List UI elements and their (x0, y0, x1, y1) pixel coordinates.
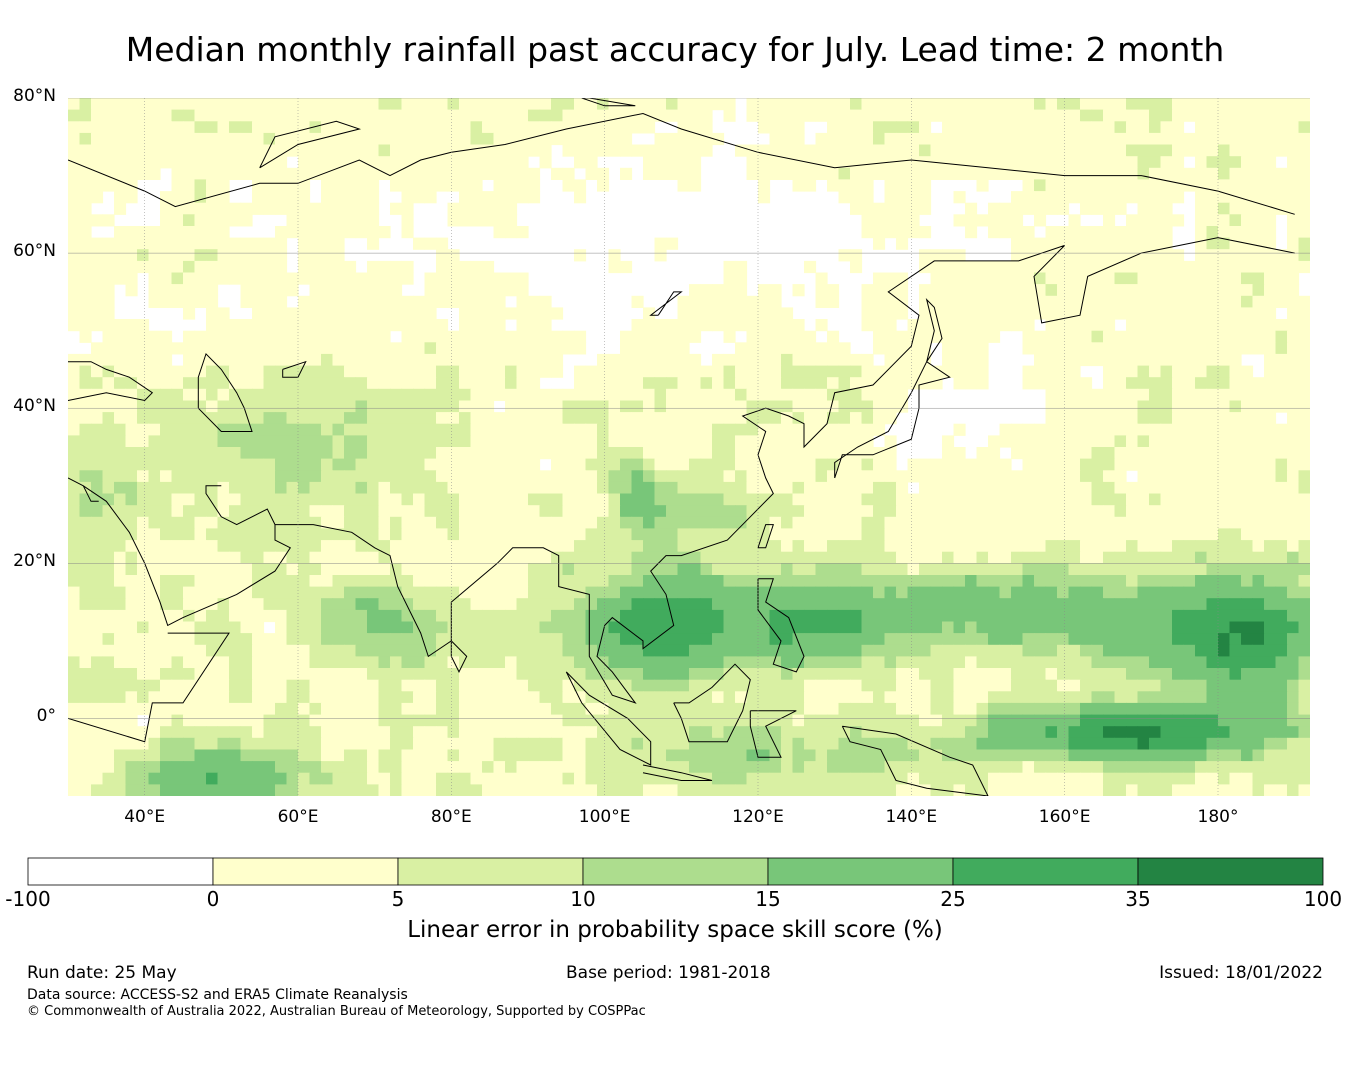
colorbar-segment (212, 857, 399, 886)
coastline-segment (749, 710, 797, 758)
colorbar-segment (27, 857, 214, 886)
coastline-segment (834, 360, 951, 479)
coastline-segment (259, 120, 362, 169)
coastline-segment (581, 98, 636, 107)
colorbar-segment (767, 857, 954, 886)
map-title: Median monthly rainfall past accuracy fo… (125, 30, 1225, 69)
coastline-segment (68, 361, 154, 402)
colorbar-tick-label: -100 (5, 887, 51, 911)
longitude-label: 40°E (124, 807, 166, 827)
latitude-label: 60°N (13, 241, 56, 262)
colorbar-tick-label: 5 (391, 887, 405, 911)
latitude-label: 0° (36, 706, 56, 727)
colorbar-segment (952, 857, 1139, 886)
coastline-segment (197, 352, 253, 432)
coastline-segment (757, 578, 805, 673)
colorbar-segment (1137, 857, 1324, 886)
coastline-segment (205, 485, 276, 526)
copyright: © Commonwealth of Australia 2022, Austra… (27, 1004, 646, 1019)
latitude-label: 80°N (13, 86, 56, 106)
latitude-label: 40°N (13, 396, 56, 417)
coastline-segment (642, 764, 713, 781)
coastline-segment (757, 524, 774, 549)
coastline-segment (565, 671, 652, 766)
colorbar-title: Linear error in probability space skill … (407, 917, 943, 943)
longitude-label: 100°E (578, 807, 631, 827)
coastline-segment (68, 112, 1295, 215)
coastline-segment (925, 297, 943, 362)
colorbar-tick-label: 10 (570, 887, 596, 911)
colorbar-tick-label: 25 (940, 887, 966, 911)
longitude-label: 60°E (277, 807, 319, 827)
skill-score-field (68, 98, 1310, 796)
colorbar-segment (582, 857, 769, 886)
longitude-label: 180° (1197, 807, 1239, 827)
colorbar-tick-label: 35 (1125, 887, 1151, 911)
longitude-label: 160°E (1038, 807, 1091, 827)
colorbar-tick-label: 0 (206, 887, 220, 911)
coastlines (68, 98, 1295, 796)
coastline-segment (649, 291, 683, 316)
coastline-segment (68, 632, 230, 743)
coastline-segment (841, 725, 989, 796)
colorbar-tick-label: 100 (1303, 887, 1343, 911)
coastline-segment (450, 640, 468, 674)
coastline-segment (68, 237, 1295, 704)
colorbar-tick-label: 15 (755, 887, 781, 911)
latitude-label: 20°N (13, 551, 56, 572)
base-period: Base period: 1981-2018 (566, 963, 771, 983)
run-date: Run date: 25 May (27, 963, 177, 983)
longitude-label: 140°E (885, 807, 938, 827)
coastline-segment (673, 663, 751, 743)
longitude-label: 80°E (430, 807, 472, 827)
longitude-label: 120°E (732, 807, 784, 827)
colorbar (27, 857, 1324, 886)
colorbar-segment (397, 857, 584, 886)
coastline-segment (82, 485, 99, 502)
graticule (68, 98, 1310, 796)
issued-date: Issued: 18/01/2022 (1159, 963, 1323, 983)
data-source: Data source: ACCESS-S2 and ERA5 Climate … (27, 987, 408, 1003)
